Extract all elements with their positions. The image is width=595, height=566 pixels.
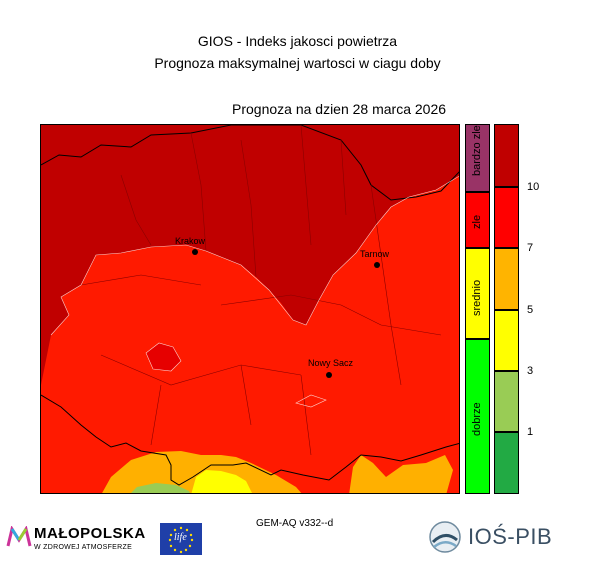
scale-band-4 xyxy=(494,310,519,371)
legend-cat-very-bad xyxy=(465,124,490,192)
malopolska-logo-text: MAŁOPOLSKA xyxy=(34,525,146,542)
legend-cat-good xyxy=(465,339,490,494)
eu-life-logo: life xyxy=(160,523,202,555)
city-label-tarnow: Tarnow xyxy=(360,249,390,259)
legend-cat-label-bad: zle xyxy=(471,214,483,229)
county-borders xyxy=(80,125,442,456)
scale-tick-3: 3 xyxy=(527,365,534,377)
malopolska-logo: MAŁOPOLSKA W ZDROWEJ ATMOSFERZE xyxy=(6,522,156,558)
ios-pib-logo-text: IOŚ-PIB xyxy=(468,524,553,549)
ios-pib-logo: IOŚ-PIB xyxy=(428,518,568,558)
zone-bad-pocket xyxy=(146,343,181,371)
map-canvas xyxy=(41,125,459,493)
forecast-date: Prognoza na dzien 28 marca 2026 xyxy=(232,101,447,117)
scale-band-5 xyxy=(494,371,519,432)
malopolska-logo-subtext: W ZDROWEJ ATMOSFERZE xyxy=(34,544,133,551)
malopolska-m-icon xyxy=(6,526,32,547)
scale-tick-10: 10 xyxy=(527,181,540,193)
zone-moderate-orange-east xyxy=(349,455,453,493)
eu-stars-icon xyxy=(168,526,194,554)
scale-band-1 xyxy=(494,124,519,187)
legend-cat-moderate xyxy=(465,248,490,339)
city-label-krakow: Krakow xyxy=(175,236,206,246)
city-marker-tarnow xyxy=(374,262,380,268)
city-marker-nowy-sacz xyxy=(326,372,332,378)
zone-moderate-yellow xyxy=(191,470,252,493)
city-label-nowy-sacz: Nowy Sacz xyxy=(308,358,354,368)
zone-outline xyxy=(50,175,459,408)
zone-bad xyxy=(41,176,459,493)
legend-cat-label-moderate: srednio xyxy=(471,279,483,316)
scale-tick-7: 7 xyxy=(527,242,534,254)
legend-cat-bad xyxy=(465,192,490,248)
scale-band-2 xyxy=(494,187,519,248)
scale-band-3 xyxy=(494,248,519,310)
legend-cat-label-very-bad: bardzo zle xyxy=(471,125,483,176)
map-title: GIOS - Indeks jakosci powietrza xyxy=(197,33,398,49)
scale-tick-1: 1 xyxy=(527,426,534,438)
zone-moderate-orange xyxy=(102,451,302,493)
map-subtitle: Prognoza maksymalnej wartosci w ciagu do… xyxy=(154,55,441,71)
voivodeship-border xyxy=(41,125,459,486)
scale-tick-5: 5 xyxy=(527,304,534,316)
eu-life-text: life xyxy=(174,532,187,543)
zone-good xyxy=(131,483,190,493)
forecast-map: Krakow Tarnow Nowy Sacz xyxy=(40,124,460,494)
ios-pib-emblem-icon xyxy=(429,521,461,553)
scale-band-6 xyxy=(494,432,519,494)
legend-cat-label-good: dobrze xyxy=(471,402,483,436)
model-version: GEM-AQ v332--d xyxy=(256,518,334,529)
city-marker-krakow xyxy=(192,249,198,255)
